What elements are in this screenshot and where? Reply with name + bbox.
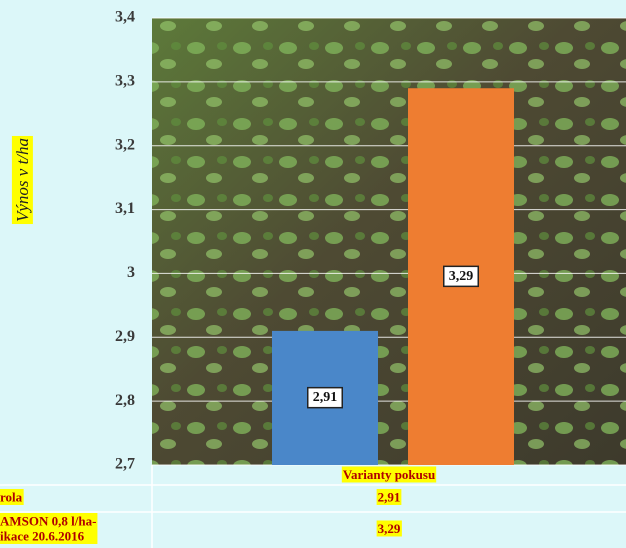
- text-highlight: [376, 520, 402, 537]
- category-label: AMSON 0,8 l/ha-ikace 20.6.2016: [0, 513, 96, 543]
- text-highlight: [0, 512, 98, 544]
- data-label: 2,91: [313, 390, 338, 405]
- text-highlight: [11, 135, 33, 225]
- y-tick-label: 2,8: [115, 392, 135, 409]
- text-highlight: [341, 466, 437, 483]
- y-tick-label: 2,7: [115, 456, 135, 473]
- y-title-group: Výnos v t/ha: [11, 135, 33, 225]
- data-label: 3,29: [449, 269, 474, 284]
- table-value: 3,29: [378, 521, 401, 536]
- y-axis-title: Výnos v t/ha: [13, 138, 32, 222]
- table-bg: [0, 465, 626, 548]
- plot-photo-leaves: [152, 18, 626, 465]
- table: Varianty pokusu rola 2,91 AMSON 0,8 l/ha-i…: [0, 465, 626, 548]
- text-highlight: [376, 488, 402, 505]
- y-tick-label: 3,3: [115, 73, 135, 90]
- y-tick-label: 3,4: [115, 9, 135, 26]
- y-tick-label: 2,9: [115, 328, 135, 345]
- category-label: rola: [0, 489, 23, 504]
- table-value: 2,91: [378, 489, 401, 504]
- text-highlight: [307, 386, 343, 409]
- text-highlight: [443, 265, 479, 288]
- y-tick-label: 3,1: [115, 200, 135, 217]
- y-tick-label: 3,2: [115, 136, 135, 153]
- text-highlight: [0, 488, 24, 505]
- x-axis-title: Varianty pokusu: [343, 467, 435, 482]
- y-tick-label: 3: [127, 264, 135, 281]
